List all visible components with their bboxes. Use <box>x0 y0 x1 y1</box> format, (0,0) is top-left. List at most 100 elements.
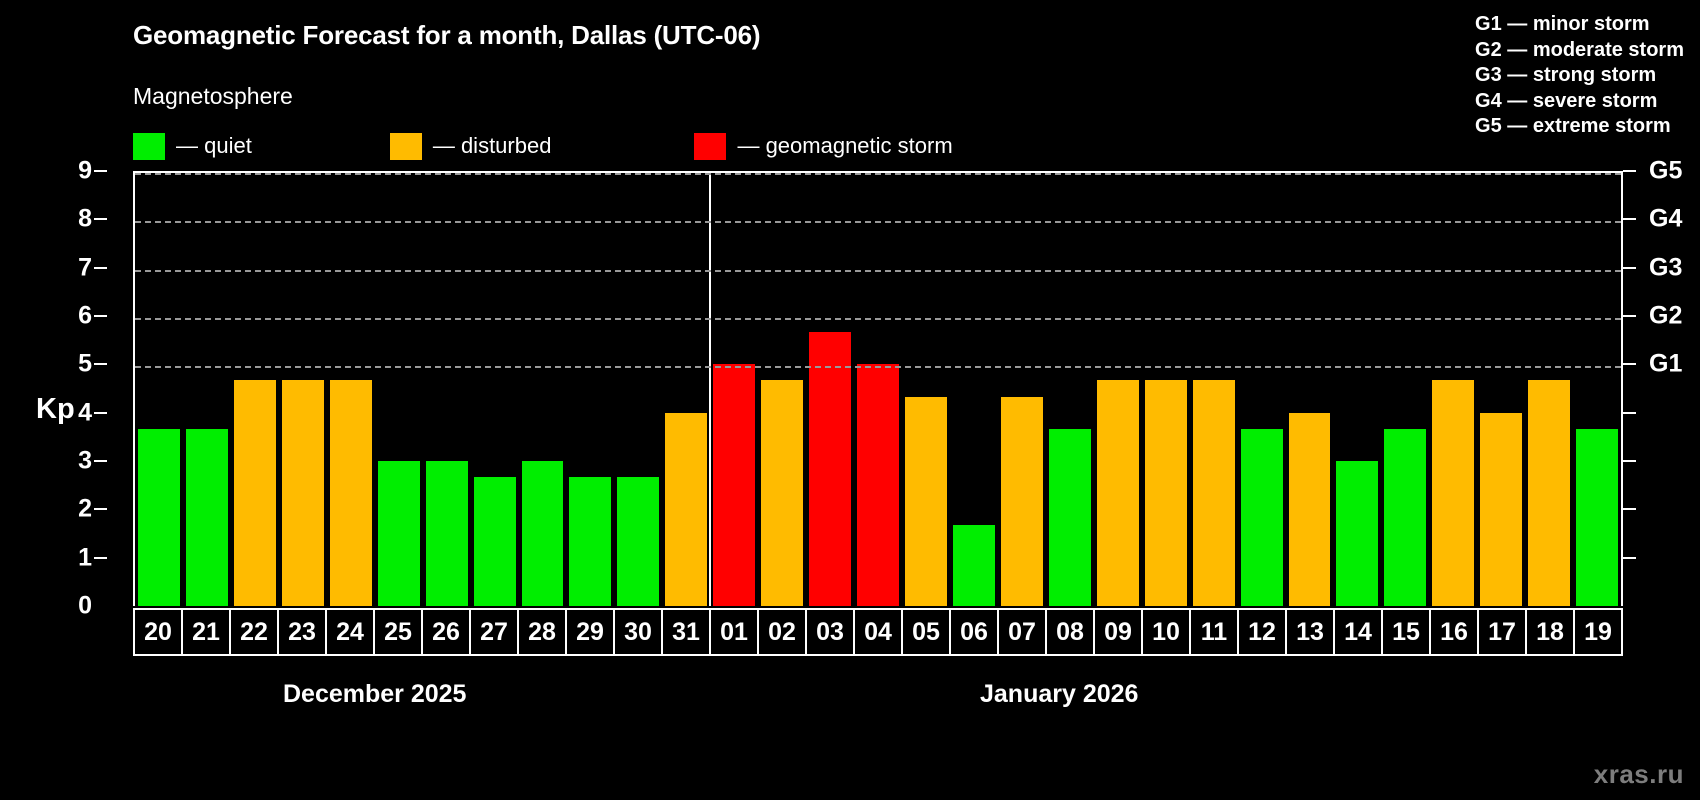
day-label-22[interactable]: 22 <box>231 610 279 654</box>
kp-axis: 0 1 2 3 4 5 6 7 8 9 <box>0 158 133 618</box>
gridline-kp-8 <box>135 221 1621 224</box>
day-label-25[interactable]: 25 <box>375 610 423 654</box>
bar-31-disturbed[interactable] <box>665 412 708 606</box>
day-label-06[interactable]: 06 <box>951 610 999 654</box>
bar-22-disturbed[interactable] <box>233 380 276 606</box>
kp-tick-mark-9 <box>94 170 107 172</box>
bar-14-quiet[interactable] <box>1336 461 1379 606</box>
bar-18-disturbed[interactable] <box>1528 380 1571 606</box>
bar-09-disturbed[interactable] <box>1096 380 1139 606</box>
bar-30-quiet[interactable] <box>617 476 660 606</box>
bar-13-disturbed[interactable] <box>1288 412 1331 606</box>
g-tick-mark-G4 <box>1623 218 1636 221</box>
bar-08-quiet[interactable] <box>1048 428 1091 606</box>
kp-tick-label-0: 0 <box>78 591 92 620</box>
kp-tick-mark-4 <box>94 411 107 414</box>
day-label-02[interactable]: 02 <box>759 610 807 654</box>
bar-slot-31 <box>662 173 710 606</box>
day-label-14[interactable]: 14 <box>1335 610 1383 654</box>
bar-21-quiet[interactable] <box>185 428 228 606</box>
legend-swatch-disturbed <box>389 132 422 160</box>
gridline-kp-9 <box>135 173 1621 175</box>
legend-label-quiet: — quiet <box>176 133 252 158</box>
day-label-07[interactable]: 07 <box>999 610 1047 654</box>
day-label-26[interactable]: 26 <box>423 610 471 654</box>
kp-tick-mark-8 <box>94 218 107 221</box>
g-scale-axis: G1 G2 G3 G4 G5 <box>1623 158 1700 608</box>
bar-slot-29 <box>566 173 614 606</box>
day-label-24[interactable]: 24 <box>327 610 375 654</box>
g-axis-minor-tick-kp-3 <box>1623 460 1636 462</box>
g-tick-mark-G1 <box>1623 363 1636 366</box>
day-label-05[interactable]: 05 <box>903 610 951 654</box>
kp-tick-mark-3 <box>94 460 107 462</box>
bar-slot-02 <box>758 173 806 606</box>
day-label-29[interactable]: 29 <box>567 610 615 654</box>
legend-item-quiet: — quiet <box>133 132 252 160</box>
gridline-kp-7 <box>135 269 1621 272</box>
g-tick-mark-G5 <box>1623 170 1636 172</box>
bar-10-disturbed[interactable] <box>1144 380 1187 606</box>
kp-tick-label-3: 3 <box>78 446 92 475</box>
day-label-17[interactable]: 17 <box>1479 610 1527 654</box>
day-label-04[interactable]: 04 <box>855 610 903 654</box>
day-label-30[interactable]: 30 <box>615 610 663 654</box>
day-label-12[interactable]: 12 <box>1239 610 1287 654</box>
bar-23-disturbed[interactable] <box>281 380 324 606</box>
day-label-10[interactable]: 10 <box>1143 610 1191 654</box>
day-label-31[interactable]: 31 <box>663 610 711 654</box>
kp-tick-mark-5 <box>94 363 107 366</box>
day-label-21[interactable]: 21 <box>183 610 231 654</box>
day-label-15[interactable]: 15 <box>1383 610 1431 654</box>
kp-axis-label: Kp <box>36 393 75 425</box>
day-label-23[interactable]: 23 <box>279 610 327 654</box>
bar-26-quiet[interactable] <box>425 461 468 606</box>
day-label-11[interactable]: 11 <box>1191 610 1239 654</box>
bar-04-storm[interactable] <box>857 364 899 606</box>
day-label-19[interactable]: 19 <box>1584 617 1612 646</box>
kp-tick-label-2: 2 <box>78 494 92 523</box>
bar-19-quiet[interactable] <box>1576 428 1619 606</box>
bar-16-disturbed[interactable] <box>1432 380 1475 606</box>
bar-slot-16 <box>1429 173 1477 606</box>
bar-06-quiet[interactable] <box>952 525 995 606</box>
g-scale-line-3: G3 — strong storm <box>1475 64 1657 86</box>
day-label-08[interactable]: 08 <box>1047 610 1095 654</box>
g-tick-mark-G2 <box>1623 315 1636 317</box>
kp-tick-mark-7 <box>94 266 107 269</box>
bar-02-disturbed[interactable] <box>761 380 804 606</box>
bar-slot-18 <box>1525 173 1573 606</box>
bar-29-quiet[interactable] <box>569 476 612 606</box>
day-label-20[interactable]: 20 <box>135 610 183 654</box>
day-label-01[interactable]: 01 <box>711 610 759 654</box>
bar-03-storm[interactable] <box>809 331 852 606</box>
bar-24-disturbed[interactable] <box>329 380 372 606</box>
day-label-18[interactable]: 18 <box>1527 610 1575 654</box>
bar-01-storm[interactable] <box>713 364 756 606</box>
bar-15-quiet[interactable] <box>1384 428 1427 606</box>
bar-25-quiet[interactable] <box>377 461 420 606</box>
kp-tick-mark-2 <box>94 508 107 511</box>
bar-27-quiet[interactable] <box>473 476 516 606</box>
g-scale-line-2: G2 — moderate storm <box>1475 38 1684 61</box>
day-label-16[interactable]: 16 <box>1431 610 1479 654</box>
bar-11-disturbed[interactable] <box>1192 380 1235 606</box>
day-label-27[interactable]: 27 <box>471 610 519 654</box>
day-label-09[interactable]: 09 <box>1095 610 1143 654</box>
day-label-28[interactable]: 28 <box>519 610 567 654</box>
bar-slot-19 <box>1573 173 1621 606</box>
bar-28-quiet[interactable] <box>521 461 564 606</box>
month-label-january: January 2026 <box>980 680 1139 708</box>
bar-slot-03 <box>806 173 854 606</box>
day-label-13[interactable]: 13 <box>1287 610 1335 654</box>
watermark: xras.ru <box>1593 759 1684 789</box>
bar-17-disturbed[interactable] <box>1480 412 1523 606</box>
kp-tick-label-5: 5 <box>78 349 92 378</box>
bar-20-quiet[interactable] <box>138 428 180 606</box>
bar-07-disturbed[interactable] <box>1000 396 1043 606</box>
color-legend: — quiet — disturbed — geomagnetic storm <box>133 131 953 161</box>
bar-05-disturbed[interactable] <box>905 396 947 606</box>
bar-slot-04 <box>854 173 902 606</box>
day-label-03[interactable]: 03 <box>807 610 855 654</box>
bar-12-quiet[interactable] <box>1240 428 1283 606</box>
